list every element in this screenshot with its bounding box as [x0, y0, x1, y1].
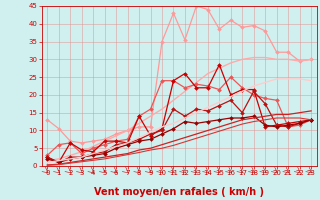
X-axis label: Vent moyen/en rafales ( km/h ): Vent moyen/en rafales ( km/h ) — [94, 187, 264, 197]
